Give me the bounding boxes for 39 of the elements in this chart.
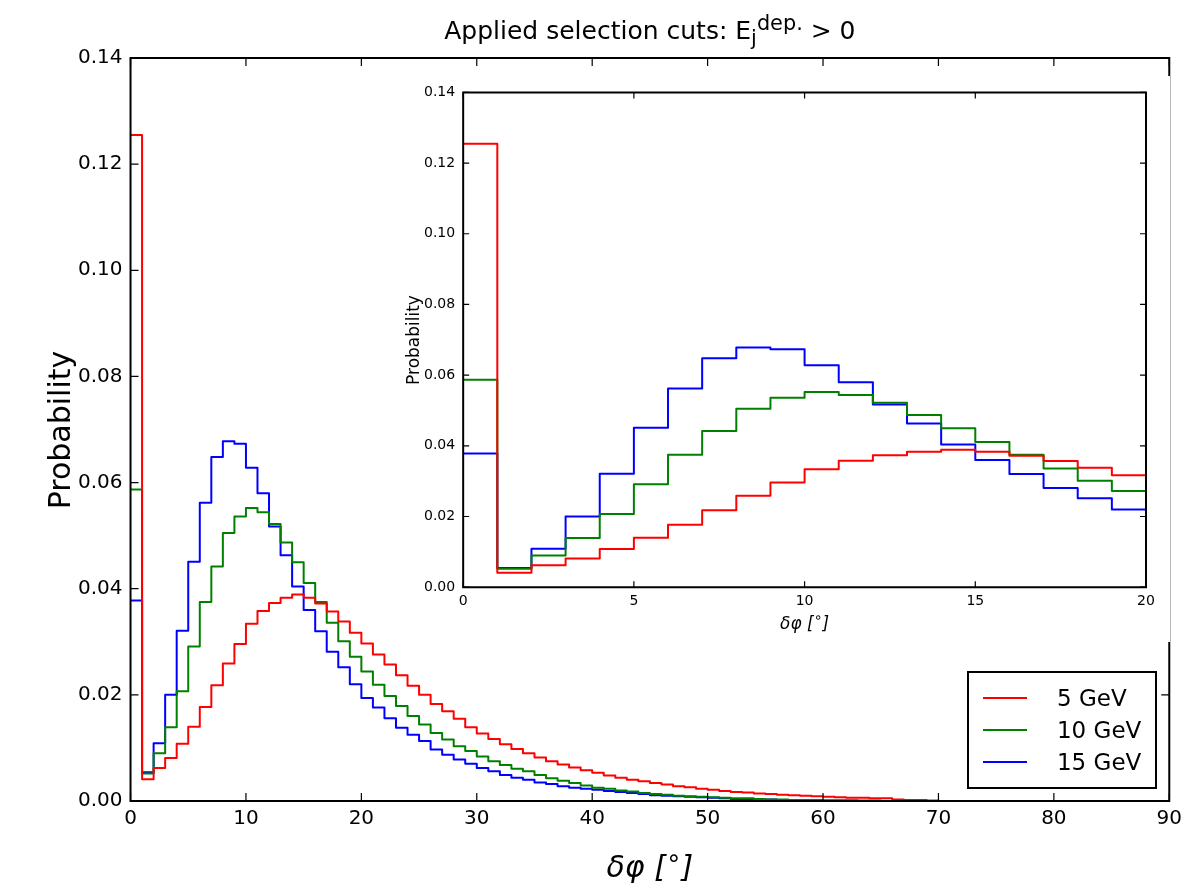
y-tick-label: 0.14 [78, 44, 123, 69]
x-tick-label: 70 [925, 805, 952, 830]
y-tick-label: 0.14 [424, 83, 456, 100]
x-tick-label: 50 [694, 805, 721, 830]
chart-title: Applied selection cuts: E$_{j}$$^{dep.}$ > 0 [444, 10, 856, 50]
x-tick-label: 10 [233, 805, 259, 830]
x-tick-label: 60 [810, 805, 836, 830]
x-tick-label: 80 [1041, 805, 1067, 830]
y-tick-label: 0.12 [78, 150, 123, 175]
y-tick-label: 0.04 [78, 574, 123, 599]
x-tick-label: 5 [629, 592, 639, 609]
y-tick-label: 0.10 [78, 256, 123, 281]
x-axis-title: δφ [$^{∘}$] [606, 843, 694, 884]
legend-label: 5 GeV [1056, 685, 1127, 711]
y-tick-label: 0.02 [78, 681, 123, 706]
x-tick-label: 20 [348, 805, 375, 830]
x-tick-label: 10 [795, 592, 814, 609]
y-tick-label: 0.06 [78, 468, 123, 493]
x-tick-label: 20 [1137, 592, 1155, 609]
y-axis-title: Probability [41, 350, 77, 509]
legend-label: 15 GeV [1056, 749, 1142, 775]
y-tick-label: 0.00 [78, 787, 123, 812]
x-tick-label: 0 [458, 592, 468, 609]
x-tick-label: 90 [1156, 805, 1182, 830]
y-tick-label: 0.08 [424, 295, 456, 312]
x-tick-label: 30 [464, 805, 490, 830]
y-tick-label: 0.10 [424, 224, 456, 241]
y-axis-title: Probability [403, 294, 424, 385]
x-tick-label: 0 [124, 805, 137, 830]
legend-label: 10 GeV [1056, 717, 1142, 743]
x-axis-title: δφ [$^{∘}$] [779, 609, 830, 633]
y-tick-label: 0.00 [424, 577, 456, 594]
x-tick-label: 40 [579, 805, 605, 830]
y-tick-label: 0.12 [424, 153, 456, 170]
y-tick-label: 0.08 [78, 362, 123, 387]
y-tick-label: 0.04 [424, 436, 456, 453]
y-tick-label: 0.02 [424, 507, 456, 524]
x-tick-label: 15 [966, 592, 985, 609]
y-tick-label: 0.06 [424, 365, 456, 382]
